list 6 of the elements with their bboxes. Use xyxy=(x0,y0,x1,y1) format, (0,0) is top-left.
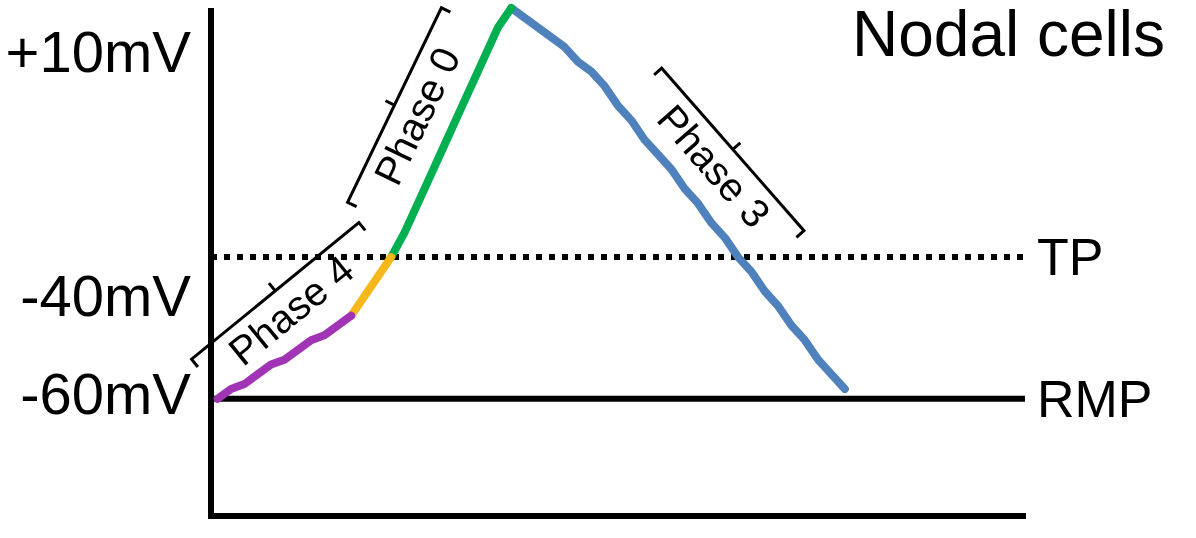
chart-title: Nodal cells xyxy=(851,0,1165,70)
ref-line-label: TP xyxy=(1037,228,1104,287)
y-tick-label: +10mV xyxy=(5,18,192,84)
y-tick-label: -40mV xyxy=(20,263,192,329)
ref-line-label: RMP xyxy=(1037,370,1153,429)
y-tick-label: -60mV xyxy=(20,360,192,426)
